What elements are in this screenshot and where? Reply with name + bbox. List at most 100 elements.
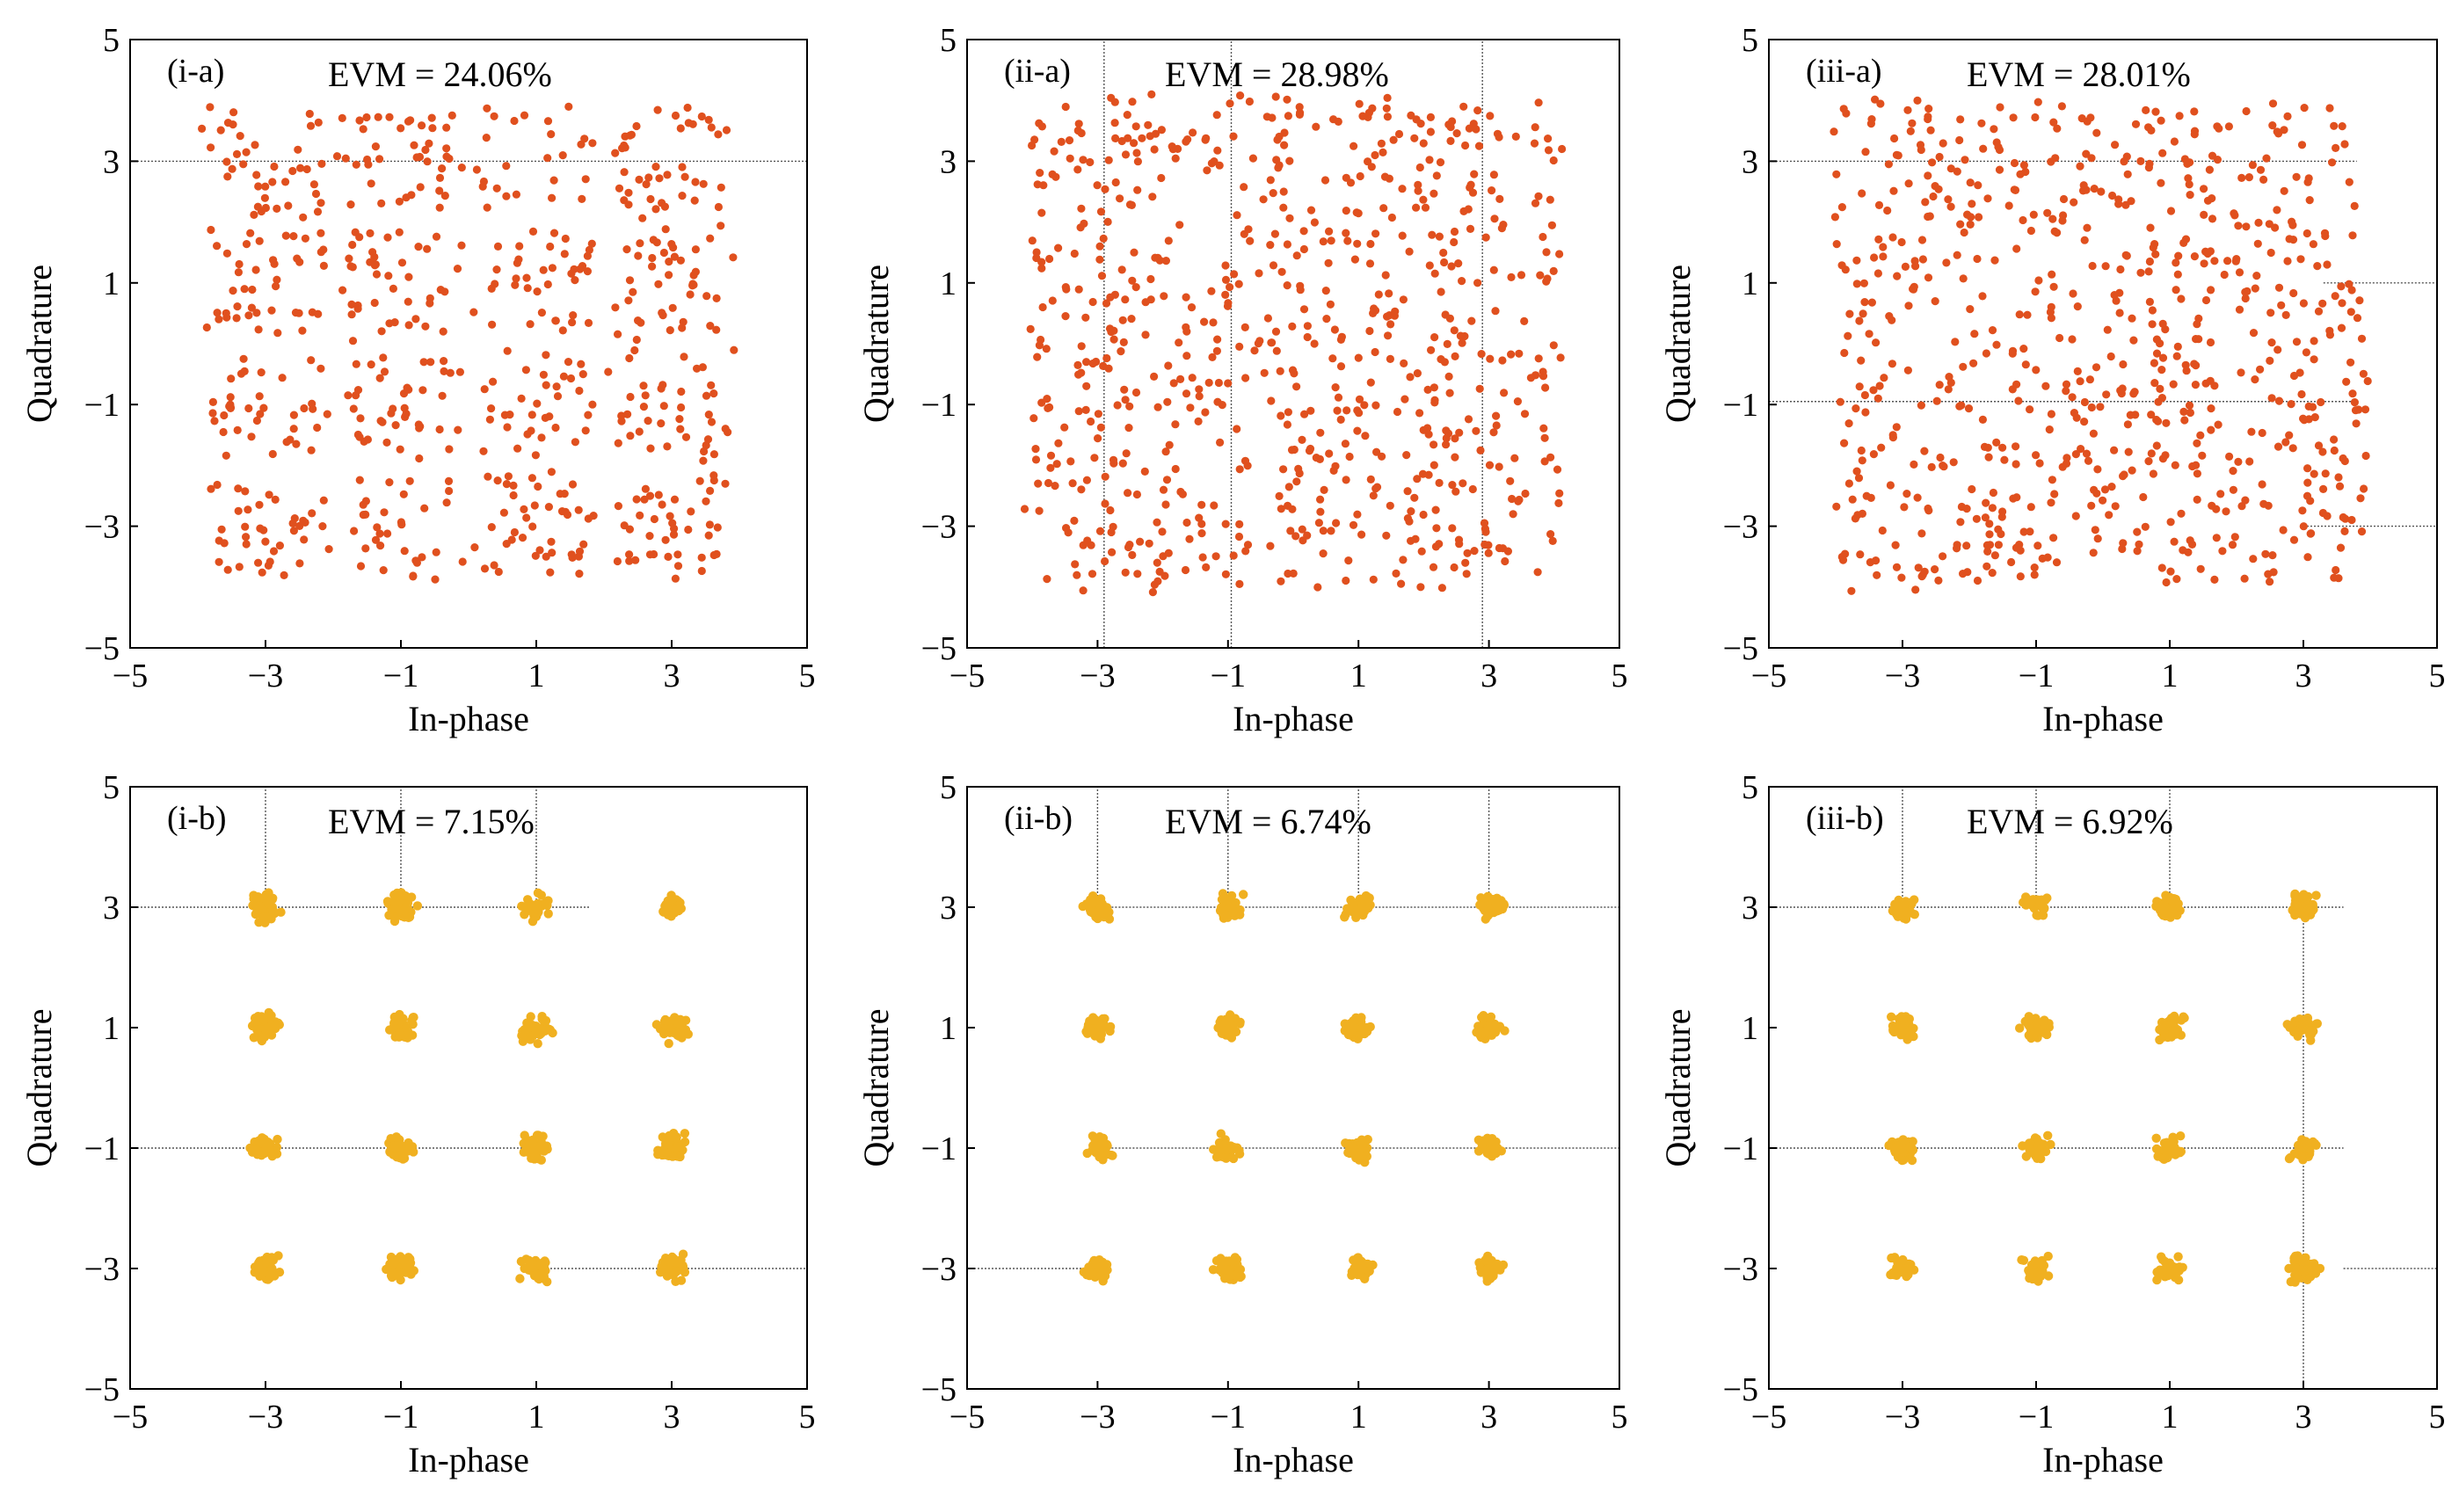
scatter-point xyxy=(1164,549,1173,557)
scatter-point xyxy=(575,386,584,396)
scatter-point xyxy=(1473,1021,1483,1031)
scatter-point xyxy=(1430,461,1438,469)
scatter-point xyxy=(1354,353,1363,362)
scatter-point xyxy=(244,403,253,413)
scatter-point xyxy=(2337,323,2346,332)
scatter-point xyxy=(251,909,260,920)
scatter-point xyxy=(1361,432,1370,440)
panel-tag: (iii-b) xyxy=(1806,800,1884,837)
scatter-point xyxy=(248,900,258,911)
scatter-point xyxy=(2048,214,2057,223)
scatter-point xyxy=(1175,338,1183,347)
scatter-point xyxy=(2152,335,2161,344)
scatter-point xyxy=(1874,235,1883,244)
scatter-point xyxy=(2124,447,2133,456)
y-tick-label: −3 xyxy=(921,509,957,546)
y-axis-label: Quadrature xyxy=(19,265,59,423)
scatter-point xyxy=(234,506,243,515)
scatter-point xyxy=(1331,462,1340,470)
scatter-point xyxy=(1984,453,1993,462)
scatter-point xyxy=(548,193,557,202)
scatter-point xyxy=(1197,529,1206,538)
scatter-point xyxy=(2188,462,2197,471)
scatter-point xyxy=(2224,122,2233,131)
scatter-point xyxy=(2310,337,2318,345)
scatter-point xyxy=(2169,380,2178,389)
evm-annotation: EVM = 28.98% xyxy=(1165,55,1389,94)
scatter-point xyxy=(1306,406,1315,415)
scatter-point xyxy=(2153,1152,2163,1161)
scatter-point xyxy=(1103,217,1112,226)
scatter-point xyxy=(669,530,679,539)
y-axis-label: Quadrature xyxy=(1658,1009,1698,1167)
scatter-point xyxy=(2279,526,2288,534)
scatter-point xyxy=(1491,307,1500,316)
scatter-point xyxy=(438,391,447,400)
scatter-point xyxy=(1299,305,1309,314)
scatter-point xyxy=(1074,407,1083,416)
y-tick-label: −1 xyxy=(84,387,120,424)
scatter-point xyxy=(1441,310,1450,319)
scatter-point xyxy=(390,318,399,327)
scatter-point xyxy=(1534,354,1543,363)
scatter-point xyxy=(1426,113,1435,121)
scatter-point xyxy=(1374,290,1383,299)
scatter-point xyxy=(558,151,567,160)
scatter-point xyxy=(1066,457,1075,466)
scatter-point xyxy=(2193,439,2201,447)
scatter-point xyxy=(1101,472,1109,481)
scatter-point xyxy=(385,113,394,121)
scatter-point xyxy=(2311,890,2321,900)
scatter-points xyxy=(198,102,738,584)
scatter-point xyxy=(494,567,503,577)
scatter-point xyxy=(2049,534,2058,542)
scatter-point xyxy=(1853,511,1862,520)
scatter-point xyxy=(1486,112,1495,120)
scatter-point xyxy=(1904,179,1913,188)
scatter-point xyxy=(1355,395,1364,403)
scatter-point xyxy=(2184,174,2193,183)
scatter-point xyxy=(1230,270,1239,279)
scatter-point xyxy=(2251,375,2259,384)
scatter-point xyxy=(2019,215,2027,225)
scatter-point xyxy=(2318,447,2327,456)
scatter-point xyxy=(1094,434,1102,443)
scatter-point xyxy=(657,419,666,428)
scatter-point xyxy=(1951,338,1960,346)
scatter-point xyxy=(1275,491,1284,501)
scatter-point xyxy=(2163,1262,2172,1272)
scatter-point xyxy=(574,505,583,514)
scatter-point xyxy=(2334,574,2343,583)
scatter-point xyxy=(2091,526,2099,534)
scatter-point xyxy=(2313,262,2322,271)
scatter-point xyxy=(1511,132,1520,141)
scatter-point xyxy=(568,480,578,489)
scatter-point xyxy=(2235,305,2244,314)
scatter-point xyxy=(1355,409,1364,418)
scatter-point xyxy=(1939,462,1947,470)
scatter-point xyxy=(2053,124,2062,133)
scatter-point xyxy=(440,367,448,375)
scatter-point xyxy=(1078,901,1088,912)
scatter-point xyxy=(281,231,290,240)
scatter-point xyxy=(2059,194,2069,204)
scatter-point xyxy=(712,325,721,334)
scatter-point xyxy=(1983,547,1992,556)
scatter-point xyxy=(356,414,365,423)
scatter-point xyxy=(314,309,323,318)
scatter-point xyxy=(1439,248,1448,258)
scatter-point xyxy=(377,327,386,336)
scatter-point xyxy=(1379,148,1387,156)
scatter-point xyxy=(1830,127,1838,136)
scatter-point xyxy=(1490,214,1499,223)
scatter-point xyxy=(389,284,397,293)
scatter-point xyxy=(1353,426,1362,435)
scatter-point xyxy=(2035,1138,2045,1148)
scatter-point xyxy=(702,292,711,301)
scatter-point xyxy=(396,1268,406,1278)
scatter-point xyxy=(659,1029,669,1039)
scatter-point xyxy=(455,367,465,376)
scatter-point xyxy=(1437,355,1445,364)
x-tick-label: 1 xyxy=(1350,658,1367,694)
y-tick-label: 1 xyxy=(940,1010,957,1047)
